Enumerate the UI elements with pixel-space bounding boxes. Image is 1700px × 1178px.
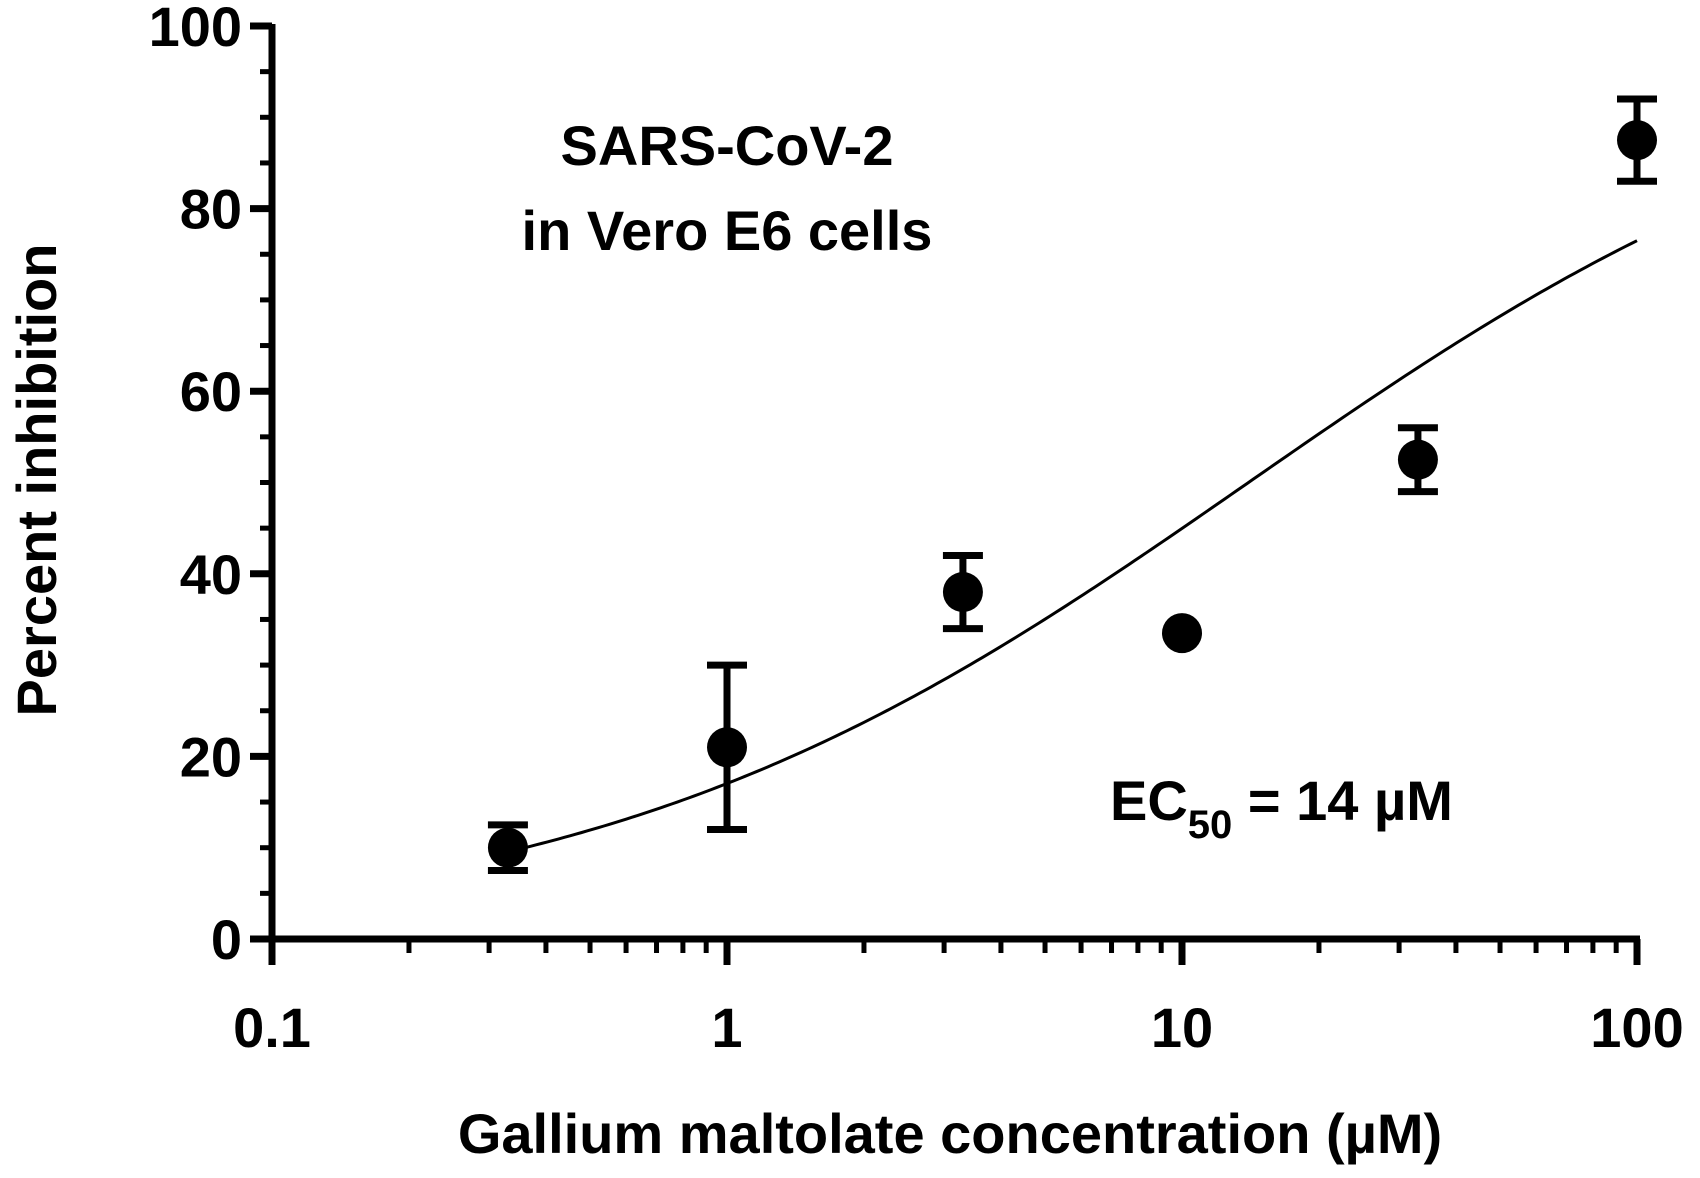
x-tick-label: 1 [711,996,742,1059]
data-marker [487,827,528,868]
data-points [487,95,1657,875]
ec50-value: = 14 µM [1232,769,1453,832]
y-tick-label: 60 [180,360,242,423]
ticks: 0 20 40 60 80 100 0.1 1 10 100 [149,0,1684,1059]
data-point-6 [1617,95,1657,185]
data-point-3 [942,552,983,633]
fit-curve [507,239,1638,854]
ec50-prefix: EC [1110,769,1188,832]
y-tick-label: 100 [149,0,242,58]
data-marker [1162,613,1202,654]
y-tick-label: 0 [211,908,242,971]
x-axis-title: Gallium maltolate concentration (µM) [458,1102,1442,1165]
data-marker [1397,439,1438,480]
y-tick-label: 20 [180,725,242,788]
x-tick-label: 0.1 [233,996,311,1059]
ec50-subscript: 50 [1188,803,1233,847]
ec50-annotation: EC50 = 14 µM [1110,769,1453,847]
x-tick-label: 10 [1151,996,1213,1059]
y-axis-title: Percent inhibition [5,244,68,717]
virus-label-line2: in Vero E6 cells [522,199,933,262]
virus-label-line1: SARS-CoV-2 [561,114,894,177]
data-marker [942,572,983,613]
data-marker [707,727,747,768]
x-tick-label: 100 [1590,996,1683,1059]
data-point-4 [1162,613,1202,654]
axes [268,24,1640,943]
data-point-1 [487,821,528,875]
y-tick-label: 80 [180,178,242,241]
data-marker [1617,120,1657,161]
fit-curve-layer [507,239,1638,854]
data-point-2 [707,661,747,833]
y-tick-label: 40 [180,543,242,606]
data-point-5 [1397,424,1438,496]
